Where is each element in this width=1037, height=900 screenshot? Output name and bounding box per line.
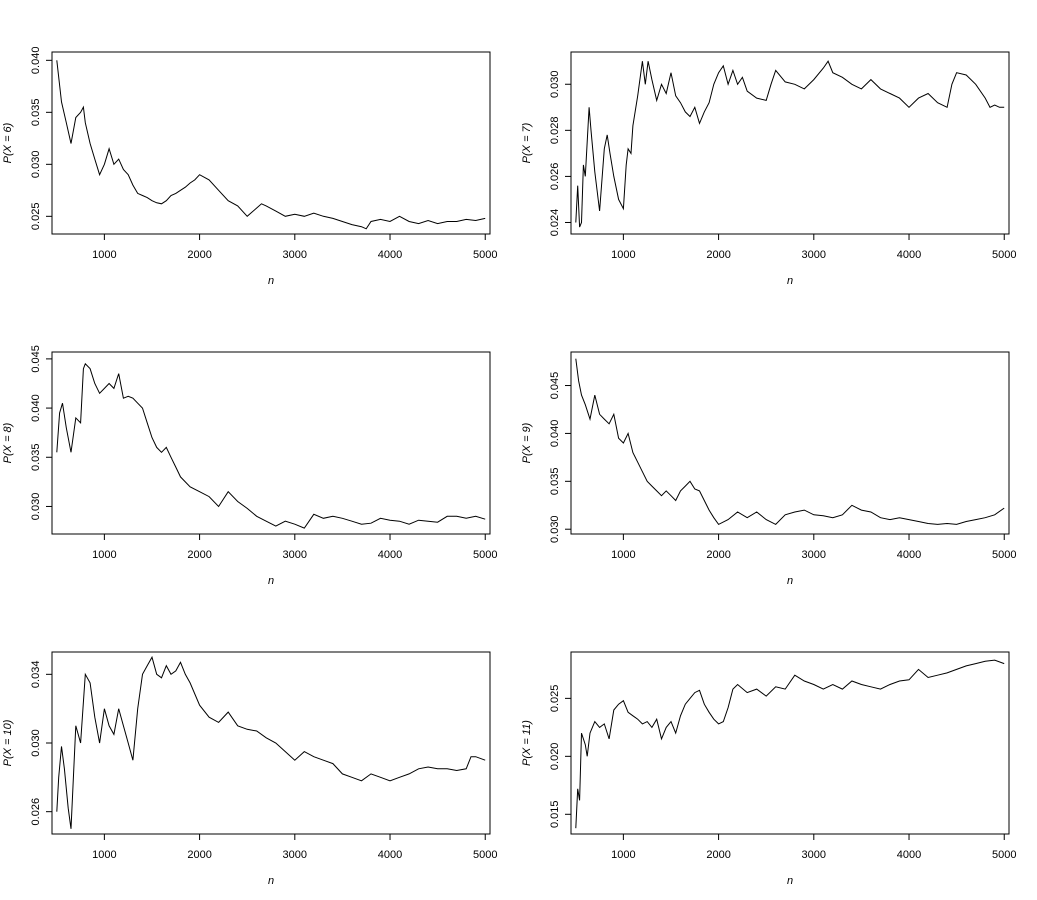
x-tick-label: 5000 [992,849,1016,861]
x-axis: 1000 2000 3000 4000 5000 [611,833,1016,861]
x-tick-label: 3000 [283,249,307,261]
y-tick-label: 0.025 [30,203,42,231]
x-tick-label: 4000 [897,249,921,261]
y-tick-label: 0.030 [30,493,42,521]
x-tick-label: 2000 [187,249,211,261]
panel-p7: 1000 2000 3000 4000 5000 0.024 0.026 0.028 0.03… [521,51,1016,287]
y-tick-label: 0.024 [549,209,561,237]
y-tick-label: 0.045 [30,345,42,373]
x-tick-label: 5000 [473,849,497,861]
panel-p11: 1000 2000 3000 4000 5000 0.015 0.020 0.025 n P… [521,651,1016,887]
y-tick-label: 0.020 [549,743,561,771]
x-axis: 1000 2000 3000 4000 5000 [611,533,1016,561]
y-tick-label: 0.035 [549,468,561,496]
y-tick-label: 0.040 [549,420,561,448]
y-axis-label: P(X = 10) [2,719,14,766]
x-tick-label: 1000 [92,249,116,261]
y-tick-label: 0.026 [30,798,42,826]
y-tick-label: 0.028 [549,117,561,145]
x-tick-label: 1000 [611,249,635,261]
y-tick-label: 0.015 [549,801,561,829]
x-tick-label: 1000 [611,849,635,861]
panel-p8: 1000 2000 3000 4000 5000 0.030 0.035 0.040 0.04… [2,345,497,587]
y-axis: 0.025 0.030 0.035 0.040 [30,47,53,231]
series-line [575,358,1005,526]
x-axis-label: n [787,575,793,587]
x-tick-label: 4000 [897,549,921,561]
x-tick-label: 4000 [378,849,402,861]
x-axis-label: n [268,875,274,887]
x-tick-label: 5000 [473,549,497,561]
x-axis-label: n [787,875,793,887]
y-tick-label: 0.030 [30,729,42,757]
x-tick-label: 3000 [802,549,826,561]
y-tick-label: 0.040 [30,394,42,422]
x-tick-label: 2000 [187,549,211,561]
y-axis: 0.024 0.026 0.028 0.030 [549,70,572,237]
x-tick-label: 1000 [92,849,116,861]
y-tick-label: 0.035 [30,443,42,471]
y-axis-label: P(X = 7) [521,122,533,163]
x-tick-label: 4000 [897,849,921,861]
x-tick-label: 2000 [706,549,730,561]
y-axis: 0.026 0.030 0.034 [30,661,53,826]
x-tick-label: 5000 [992,549,1016,561]
panel-p9: 1000 2000 3000 4000 5000 0.030 0.035 0.040 0.04… [521,351,1016,587]
x-tick-label: 2000 [187,849,211,861]
x-tick-label: 5000 [992,249,1016,261]
y-axis-label: P(X = 6) [2,122,14,163]
series-line [575,659,1005,829]
y-axis: 0.015 0.020 0.025 [549,685,572,829]
y-tick-label: 0.035 [30,99,42,127]
series-line [56,362,486,529]
x-tick-label: 1000 [611,549,635,561]
series-line [56,60,486,230]
y-tick-label: 0.045 [549,372,561,400]
y-axis-label: P(X = 11) [521,720,533,766]
x-tick-label: 2000 [706,849,730,861]
y-tick-label: 0.030 [549,70,561,98]
x-axis: 1000 2000 3000 4000 5000 [611,233,1016,261]
x-axis-label: n [787,275,793,287]
x-axis: 1000 2000 3000 4000 5000 [92,833,497,861]
x-tick-label: 1000 [92,549,116,561]
y-tick-label: 0.040 [30,47,42,75]
x-tick-label: 4000 [378,249,402,261]
y-axis-label: P(X = 9) [521,422,533,463]
series-line [575,60,1005,228]
panel-p10: 1000 2000 3000 4000 5000 0.026 0.030 0.034 n P… [2,651,497,887]
x-axis: 1000 2000 3000 4000 5000 [92,233,497,261]
y-tick-label: 0.030 [549,515,561,543]
x-tick-label: 4000 [378,549,402,561]
x-tick-label: 3000 [283,549,307,561]
x-axis-label: n [268,275,274,287]
y-tick-label: 0.026 [549,163,561,191]
y-axis: 0.030 0.035 0.040 0.045 [549,372,572,543]
y-tick-label: 0.034 [30,661,42,689]
y-tick-label: 0.025 [549,685,561,713]
x-tick-label: 3000 [802,249,826,261]
x-axis: 1000 2000 3000 4000 5000 [92,533,497,561]
x-tick-label: 5000 [473,249,497,261]
x-tick-label: 3000 [802,849,826,861]
y-tick-label: 0.030 [30,151,42,179]
y-axis-label: P(X = 8) [2,422,14,463]
y-axis: 0.030 0.035 0.040 0.045 [30,345,53,521]
x-tick-label: 2000 [706,249,730,261]
x-tick-label: 3000 [283,849,307,861]
series-line [56,655,486,829]
panel-p6: 1000 2000 3000 4000 5000 0.025 0.030 0.035 0.04… [2,47,497,287]
x-axis-label: n [268,575,274,587]
